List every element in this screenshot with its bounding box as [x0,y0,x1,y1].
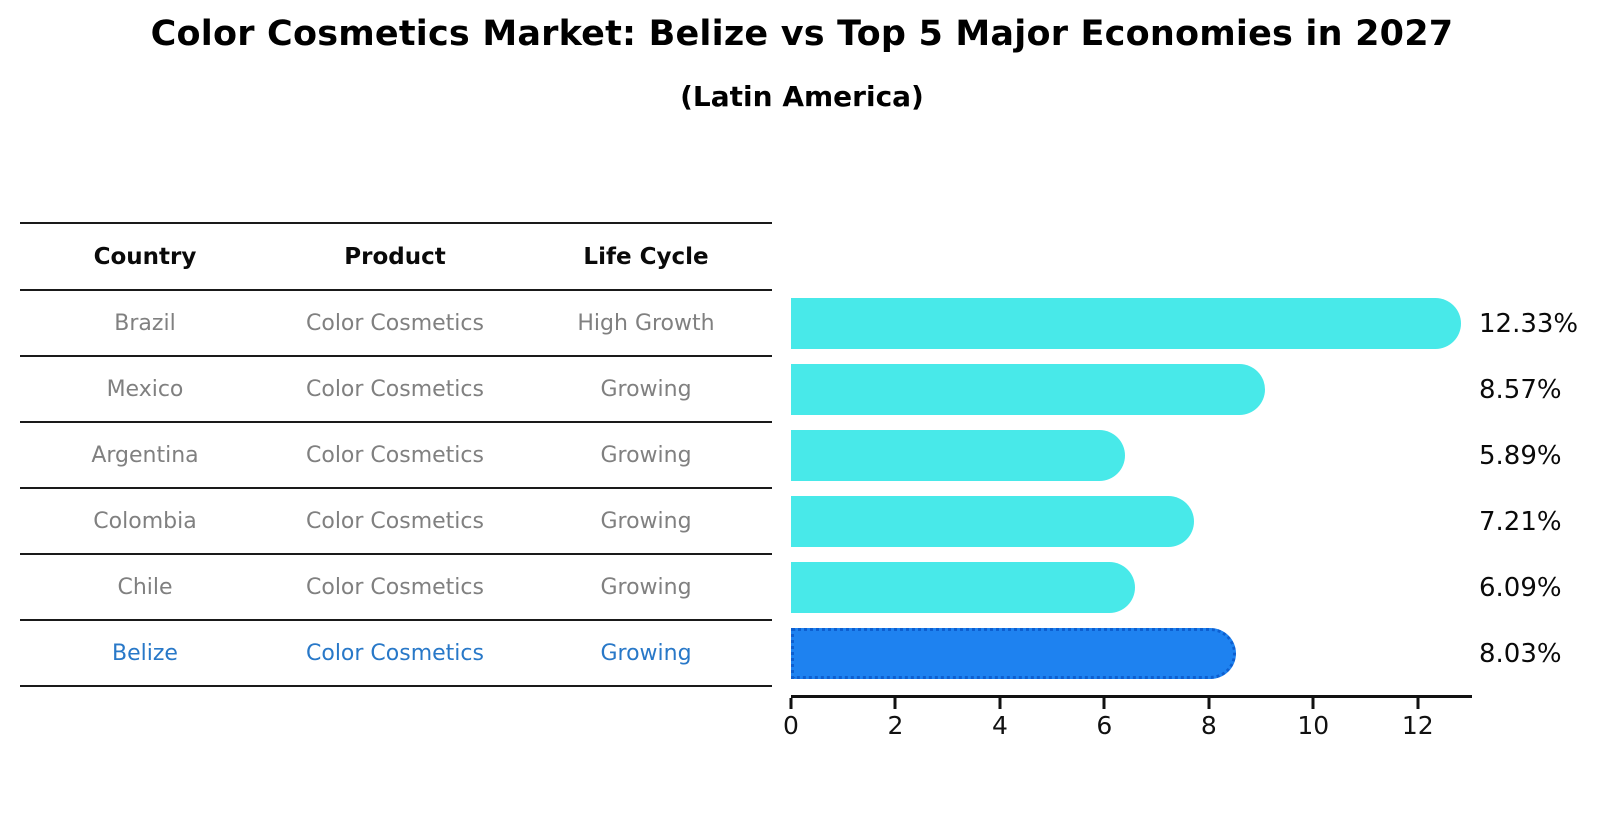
product-cell: Color Cosmetics [306,310,484,336]
bar-row-belize [791,621,1470,687]
column-header-lifecycle: Life Cycle [583,243,709,270]
x-axis-tick-label: 8 [1200,711,1217,740]
bar-belize-highlighted [791,628,1237,679]
x-axis-tick-mark [1207,698,1211,709]
product-cell: Color Cosmetics [306,574,484,600]
product-cell: Color Cosmetics [306,442,484,468]
table-row: Argentina Color Cosmetics Growing [20,423,772,489]
x-axis-tick-label: 4 [991,711,1008,740]
x-axis-tick-mark [998,698,1002,709]
lifecycle-cell: Growing [600,574,692,600]
x-axis-line [791,695,1472,698]
bar-row-mexico [791,357,1470,423]
bar-value-label: 8.57% [1479,375,1562,405]
column-header-country: Country [93,243,197,270]
lifecycle-cell: Growing [600,442,692,468]
country-cell: Belize [112,640,178,666]
country-cell: Mexico [106,376,184,402]
x-axis-tick-label: 2 [887,711,904,740]
bar-plot-area [791,291,1470,687]
table-row: Colombia Color Cosmetics Growing [20,489,772,555]
lifecycle-cell: Growing [600,376,692,402]
bar-row-argentina [791,423,1470,489]
bar-value-label: 5.89% [1479,441,1562,471]
bar-row-chile [791,555,1470,621]
product-cell: Color Cosmetics [306,508,484,534]
table-row: Mexico Color Cosmetics Growing [20,357,772,423]
x-axis-tick-mark [1416,698,1420,709]
table-row: Brazil Color Cosmetics High Growth [20,291,772,357]
bar-brazil [791,298,1461,349]
country-table: Country Product Life Cycle Brazil Color … [20,222,772,687]
bar-value-label: 8.03% [1479,639,1562,669]
product-cell: Color Cosmetics [306,640,484,666]
table-header-row: Country Product Life Cycle [20,224,772,291]
table-row-belize: Belize Color Cosmetics Growing [20,621,772,687]
country-cell: Chile [117,574,173,600]
bar-chile [791,562,1136,613]
bar-mexico [791,364,1265,415]
lifecycle-cell: High Growth [577,310,715,336]
x-axis-tick-label: 6 [1096,711,1113,740]
bar-value-label: 6.09% [1479,573,1562,603]
country-cell: Argentina [91,442,199,468]
lifecycle-cell: Growing [600,508,692,534]
x-axis-tick-mark [1311,698,1315,709]
chart-title: Color Cosmetics Market: Belize vs Top 5 … [150,14,1454,54]
bar-value-label: 12.33% [1479,309,1579,339]
x-axis-tick-mark [893,698,897,709]
x-axis-tick-mark [789,698,793,709]
bar-row-colombia [791,489,1470,555]
column-header-product: Product [344,243,446,270]
bar-argentina [791,430,1125,481]
country-cell: Colombia [93,508,197,534]
bar-row-brazil [791,291,1470,357]
x-axis-tick-label: 12 [1401,711,1434,740]
chart-subtitle: (Latin America) [680,80,924,113]
x-axis-tick-label: 10 [1297,711,1330,740]
bar-value-label: 7.21% [1479,507,1562,537]
x-axis-tick-label: 0 [783,711,799,740]
x-axis-tick-mark [1102,698,1106,709]
lifecycle-cell: Growing [600,640,692,666]
table-row: Chile Color Cosmetics Growing [20,555,772,621]
country-cell: Brazil [114,310,176,336]
bar-colombia [791,496,1194,547]
product-cell: Color Cosmetics [306,376,484,402]
